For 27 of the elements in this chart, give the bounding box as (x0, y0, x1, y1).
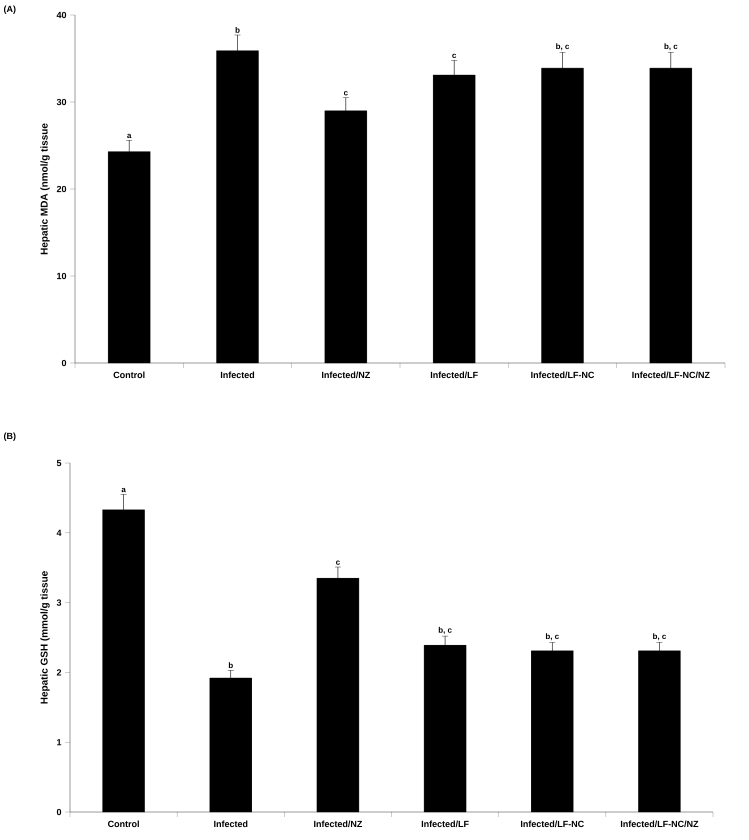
y-tick-label: 2 (56, 669, 62, 676)
chart-title: (A) (4, 6, 16, 14)
x-tick-label: Infected/LF (430, 372, 478, 378)
y-tick-label: 30 (56, 98, 66, 106)
y-tick-label: 10 (57, 272, 66, 280)
y-tick-label: 0 (56, 808, 62, 816)
chart-title: (B) (4, 432, 16, 441)
y-tick-label: 40 (56, 12, 66, 18)
y-tick-label: 20 (56, 186, 66, 192)
y-tick-label: 3 (56, 599, 62, 606)
x-tick-label: Infected (214, 820, 248, 828)
x-tick-label: Infected/LF-NC/NZ (632, 372, 710, 378)
y-axis-title: Hepatic MDA (nmol/g tissue (40, 123, 50, 254)
y-axis-title: Hepatic GSH (mmol/g tissue (40, 571, 50, 704)
x-tick-label: Infected/LF-NC/NZ (620, 820, 698, 828)
x-tick-label: Control (114, 372, 144, 378)
x-tick-label: Infected/LF-NC (531, 372, 594, 378)
y-tick-label: 1 (57, 739, 62, 746)
y-tick-label: 4 (56, 530, 62, 536)
x-tick-label: Infected/LF (422, 820, 469, 828)
x-tick-label: Infected (220, 372, 254, 378)
y-tick-label: 5 (56, 460, 62, 466)
x-tick-label: Control (108, 820, 139, 828)
x-tick-label: Infected/NZ (314, 820, 362, 828)
x-tick-label: Infected/LF-NC (520, 820, 584, 828)
y-tick-label: 0 (62, 360, 66, 366)
x-tick-label: Infected/NZ (322, 372, 370, 378)
